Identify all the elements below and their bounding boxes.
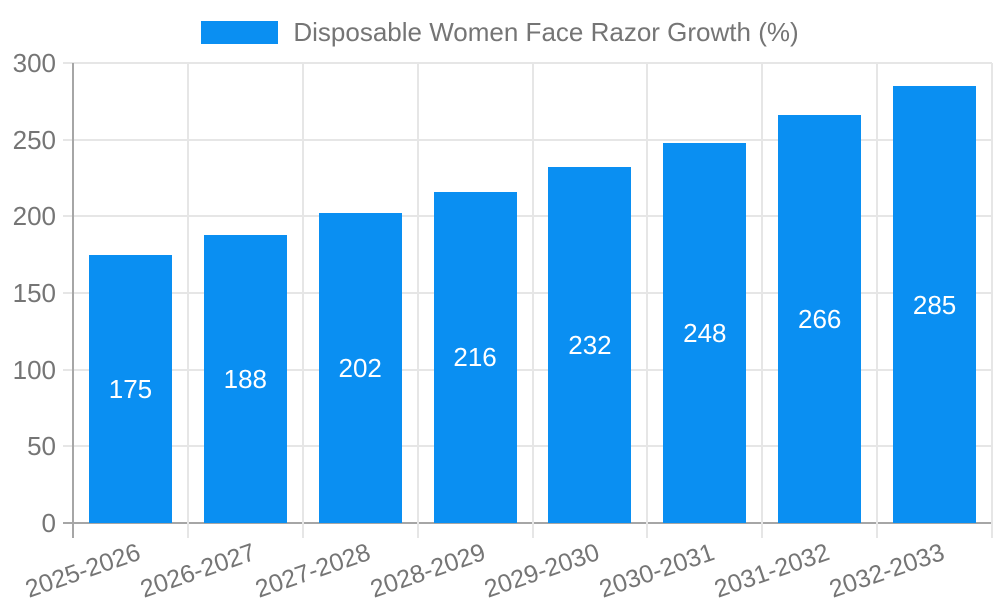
y-tick-label: 50 bbox=[27, 431, 56, 462]
bar-value-label: 175 bbox=[108, 373, 153, 404]
x-tick-label: 2026-2027 bbox=[136, 538, 259, 600]
gridline-v-7 bbox=[876, 63, 879, 538]
bar-2026-2027 bbox=[203, 234, 287, 523]
bar-2025-2026 bbox=[88, 254, 172, 523]
gridline-v-2 bbox=[301, 63, 304, 538]
x-tick-label: 2028-2029 bbox=[366, 538, 489, 600]
gridline-h-150 bbox=[63, 292, 992, 294]
bar-2032-2033 bbox=[893, 86, 977, 523]
legend: Disposable Women Face Razor Growth (%) bbox=[0, 10, 1000, 54]
x-tick-label: 2025-2026 bbox=[21, 538, 144, 600]
bar-value-label: 248 bbox=[683, 317, 727, 348]
bar-value-label: 188 bbox=[223, 363, 267, 394]
x-tick-label: 2027-2028 bbox=[251, 538, 374, 600]
x-axis-baseline bbox=[63, 522, 992, 524]
y-tick-label: 0 bbox=[41, 508, 56, 538]
y-tick-label: 300 bbox=[12, 48, 56, 78]
y-tick-label: 250 bbox=[12, 124, 56, 155]
bar-value-label: 202 bbox=[338, 353, 382, 384]
gridline-h-250 bbox=[63, 138, 992, 141]
y-tick-label: 150 bbox=[12, 278, 56, 308]
bar-value-label: 285 bbox=[912, 289, 957, 320]
gridline-v-3 bbox=[416, 63, 419, 538]
gridline-v-6 bbox=[761, 63, 764, 538]
bar-value-label: 266 bbox=[797, 304, 842, 335]
bar-2031-2032 bbox=[778, 115, 862, 523]
x-tick-label: 2030-2031 bbox=[596, 538, 719, 600]
bar-2030-2031 bbox=[663, 142, 747, 523]
legend-label: Disposable Women Face Razor Growth (%) bbox=[293, 16, 799, 47]
bar-value-label: 216 bbox=[453, 342, 497, 373]
legend-swatch bbox=[201, 20, 279, 44]
bar-value-label: 232 bbox=[568, 330, 612, 361]
y-tick-label: 200 bbox=[12, 201, 56, 232]
gridline-v-1 bbox=[186, 63, 189, 538]
gridline-v-5 bbox=[646, 63, 649, 538]
gridline-h-100 bbox=[63, 368, 992, 371]
bar-2028-2029 bbox=[433, 191, 517, 523]
gridline-v-8 bbox=[991, 63, 993, 538]
gridline-h-200 bbox=[63, 215, 992, 218]
x-tick-label: 2031-2032 bbox=[710, 538, 834, 600]
gridline-v-4 bbox=[531, 63, 534, 538]
gridline-h-300 bbox=[63, 62, 992, 64]
bar-2029-2030 bbox=[548, 167, 632, 523]
x-tick-label: 2029-2030 bbox=[481, 538, 604, 600]
gridline-h-50 bbox=[63, 445, 992, 448]
x-tick-label: 2032-2033 bbox=[825, 538, 949, 600]
y-tick-label: 100 bbox=[12, 354, 56, 385]
bar-2027-2028 bbox=[318, 213, 402, 523]
y-axis-line bbox=[72, 63, 74, 538]
